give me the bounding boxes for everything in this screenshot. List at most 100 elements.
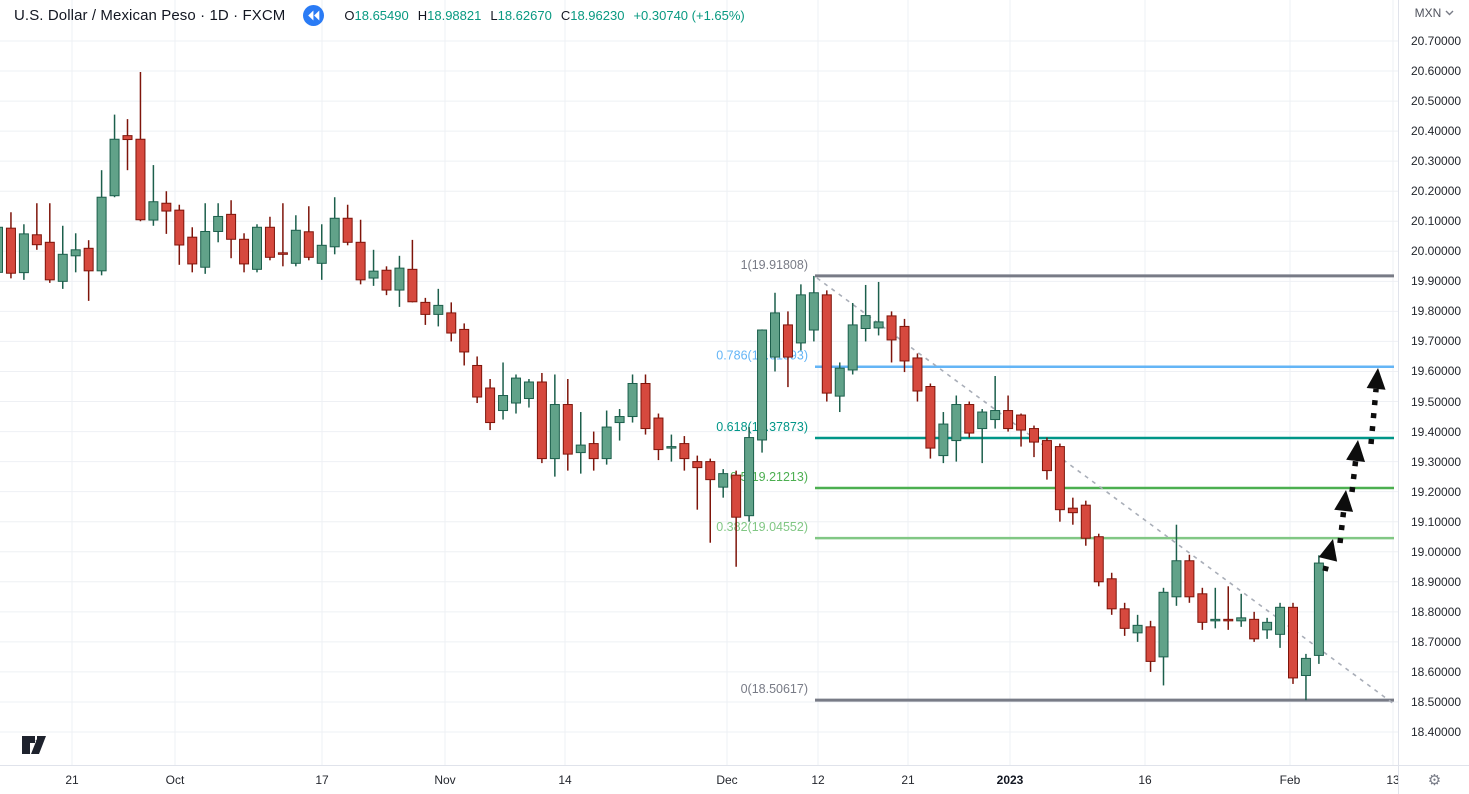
- candle-body: [770, 312, 780, 358]
- candle-body: [938, 423, 949, 457]
- candle-body: [744, 437, 755, 517]
- candle-body: [601, 426, 612, 460]
- projection-arrow-shaft[interactable]: [1368, 388, 1379, 445]
- candle-body: [1145, 626, 1156, 662]
- price-tick-label: 20.20000: [1411, 184, 1462, 199]
- candle-body: [666, 446, 677, 449]
- candle-body: [394, 267, 405, 291]
- candle-body: [148, 201, 159, 221]
- time-tick-label: Oct: [165, 773, 185, 787]
- candle-body: [925, 386, 936, 449]
- fast-backward-icon: [308, 10, 320, 21]
- time-tick-label: 13: [1386, 773, 1400, 787]
- price-tick-label: 18.70000: [1411, 634, 1462, 649]
- projection-arrow-shaft[interactable]: [1349, 460, 1359, 493]
- candle-body: [795, 294, 806, 344]
- candle-body: [433, 304, 444, 315]
- candle-body: [705, 461, 716, 481]
- candle-body: [511, 377, 521, 404]
- candle-body: [614, 416, 625, 424]
- symbol-title[interactable]: U.S. Dollar / Mexican Peso · 1D · FXCM: [14, 7, 286, 24]
- candle-body: [847, 324, 858, 371]
- price-tick-label: 19.30000: [1411, 454, 1462, 469]
- close-value: C18.96230: [560, 8, 625, 23]
- chevron-down-icon: [1445, 10, 1454, 16]
- candle-body: [1300, 657, 1311, 677]
- candle-body: [1275, 606, 1286, 635]
- candle-body: [0, 226, 3, 273]
- projection-arrow-shaft[interactable]: [1322, 558, 1331, 572]
- projection-arrow-head[interactable]: [1366, 368, 1386, 390]
- price-axis[interactable]: MXN 20.70000 20.60000 20.50000 20.40000 20.3…: [1398, 0, 1469, 765]
- currency-selector[interactable]: MXN: [1399, 6, 1469, 20]
- candle-body: [1003, 410, 1014, 430]
- candle-body: [679, 443, 690, 460]
- candle-body: [808, 292, 819, 331]
- candle-body: [342, 217, 353, 243]
- price-tick-label: 18.50000: [1411, 694, 1462, 709]
- projection-arrow-head[interactable]: [1318, 539, 1338, 562]
- candle-body: [316, 244, 327, 264]
- candle-body: [1262, 621, 1273, 631]
- price-tick-label: 19.70000: [1411, 334, 1462, 349]
- candle-body: [329, 217, 340, 248]
- tradingview-logo: [21, 734, 51, 763]
- candle-body: [31, 234, 42, 246]
- price-tick-label: 19.40000: [1411, 424, 1462, 439]
- candle-body: [1236, 617, 1247, 622]
- high-value: H18.98821: [417, 8, 482, 23]
- candle-body: [1210, 618, 1221, 622]
- time-tick-label: 16: [1138, 773, 1152, 787]
- candle-body: [1158, 591, 1169, 658]
- candle-body: [1106, 578, 1117, 610]
- low-value: L18.62670: [490, 8, 552, 23]
- price-tick-label: 20.60000: [1411, 64, 1462, 79]
- candle-body: [485, 387, 496, 424]
- candle-body: [731, 474, 742, 518]
- candle-body: [407, 268, 418, 303]
- fib-level-label: 0.5(19.21213): [730, 470, 808, 484]
- projection-arrow-shaft[interactable]: [1337, 510, 1347, 544]
- axis-settings-button[interactable]: ⚙: [1398, 765, 1469, 794]
- candle-body: [226, 213, 237, 240]
- candle-body: [264, 226, 275, 258]
- time-tick-label: 14: [558, 773, 572, 787]
- price-tick-label: 19.90000: [1411, 274, 1462, 289]
- currency-label: MXN: [1414, 6, 1442, 20]
- price-tick-label: 19.10000: [1411, 514, 1462, 529]
- candle-body: [96, 196, 107, 272]
- candle-body: [57, 253, 68, 282]
- candle-body: [161, 202, 172, 212]
- candle-body: [640, 382, 651, 430]
- price-tick-label: 19.20000: [1411, 484, 1462, 499]
- candle-body: [1223, 618, 1234, 622]
- time-axis[interactable]: 21 Oct 17 Nov 14 Dec 12 21 2023 16 Feb 13: [0, 765, 1400, 794]
- candle-body: [536, 381, 547, 460]
- candle-body: [1080, 504, 1091, 539]
- chart-canvas[interactable]: 1(19.91808)0.786(19.61593)0.618(19.37873…: [0, 0, 1398, 765]
- fib-level-label: 0.382(19.04552): [716, 520, 808, 534]
- candle-body: [239, 238, 250, 265]
- candle-body: [588, 443, 599, 460]
- candle-body: [70, 249, 81, 257]
- candle-body: [1041, 440, 1052, 472]
- price-tick-label: 20.00000: [1411, 244, 1462, 259]
- projection-arrow-head[interactable]: [1346, 440, 1366, 462]
- price-tick-label: 20.10000: [1411, 214, 1462, 229]
- candle-body: [1313, 562, 1324, 656]
- candle-body: [718, 473, 729, 488]
- candle-body: [355, 241, 366, 281]
- candle-body: [1132, 624, 1143, 634]
- candle-body: [44, 241, 55, 281]
- projection-arrow-head[interactable]: [1334, 490, 1354, 512]
- time-tick-label: 17: [315, 773, 329, 787]
- candle-body: [472, 364, 483, 398]
- candle-body: [18, 233, 29, 274]
- candle-body: [692, 461, 703, 469]
- price-tick-label: 18.60000: [1411, 664, 1462, 679]
- candle-body: [5, 227, 16, 274]
- price-tick-label: 20.30000: [1411, 154, 1462, 169]
- candle-body: [277, 252, 288, 255]
- bar-replay-button[interactable]: [303, 5, 325, 26]
